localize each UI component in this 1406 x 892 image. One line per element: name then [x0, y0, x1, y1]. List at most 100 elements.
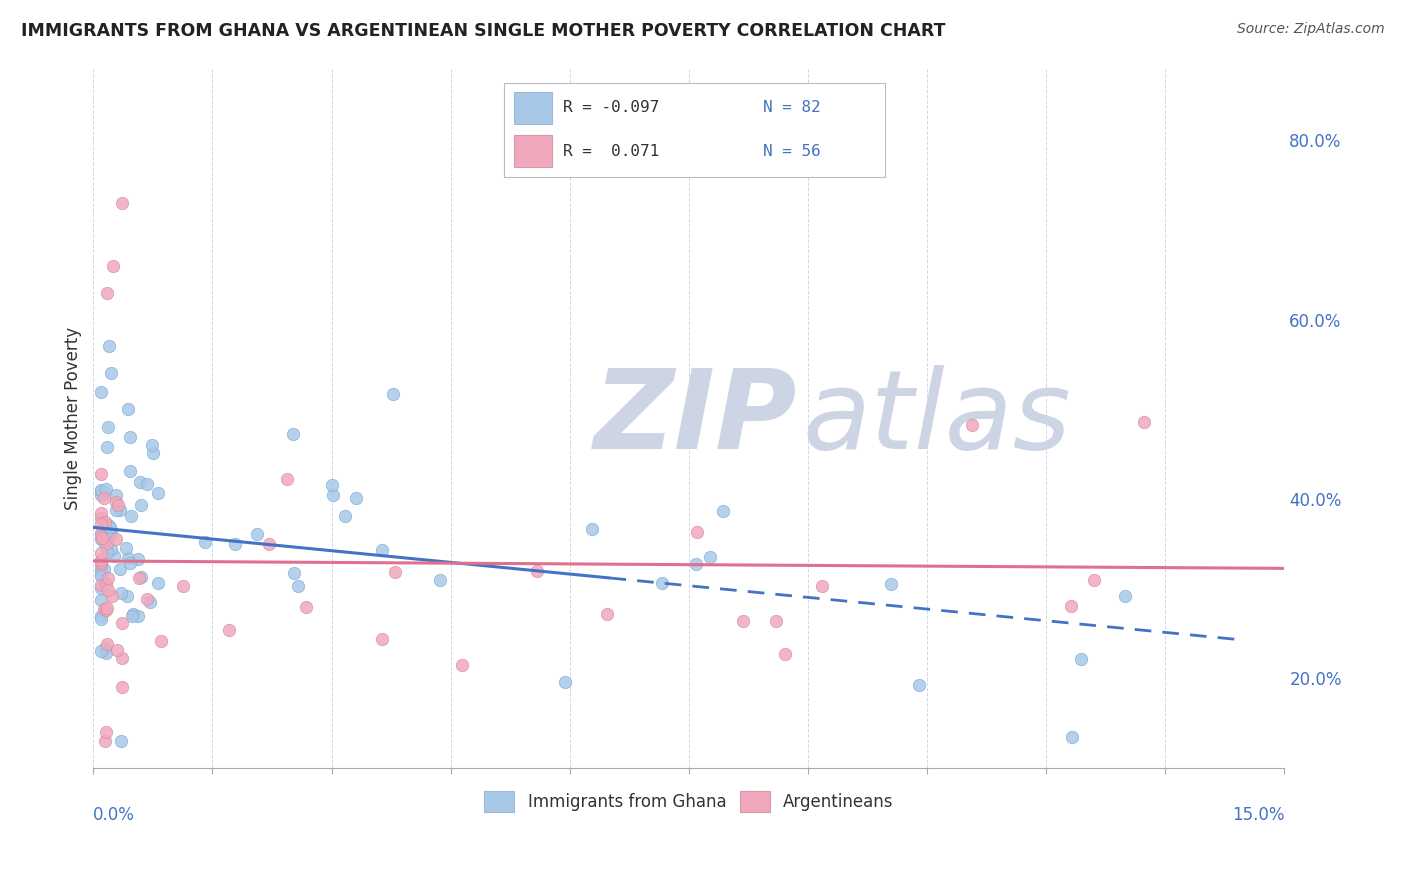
Point — [287, 579, 309, 593]
Point — [224, 537, 246, 551]
Point — [111, 615, 134, 630]
Point — [90, 555, 112, 569]
Point — [90, 593, 112, 607]
Point — [1070, 651, 1092, 665]
Point — [1132, 415, 1154, 429]
Text: 15.0%: 15.0% — [1232, 806, 1285, 824]
Point — [257, 536, 280, 550]
Point — [880, 577, 903, 591]
Point — [322, 488, 344, 502]
Point — [129, 498, 152, 512]
Point — [90, 566, 112, 581]
Point — [94, 641, 117, 656]
Point — [150, 634, 173, 648]
Point — [451, 658, 474, 673]
Point — [810, 579, 832, 593]
Point — [141, 438, 163, 452]
Y-axis label: Single Mother Poverty: Single Mother Poverty — [65, 326, 82, 509]
Point — [90, 546, 112, 560]
Point — [699, 550, 721, 565]
Point — [554, 675, 576, 690]
Point — [384, 565, 406, 579]
Point — [90, 578, 112, 592]
Point — [96, 724, 118, 739]
Point — [90, 528, 112, 542]
Point — [120, 509, 142, 524]
Point — [117, 550, 139, 565]
Point — [108, 503, 131, 517]
Point — [94, 538, 117, 552]
Point — [581, 522, 603, 536]
Point — [93, 562, 115, 576]
Point — [98, 520, 121, 534]
Point — [115, 589, 138, 603]
Point — [97, 582, 120, 597]
Point — [194, 535, 217, 549]
Point — [276, 472, 298, 486]
Point — [90, 488, 112, 502]
Point — [136, 476, 159, 491]
Point — [131, 570, 153, 584]
Point — [90, 581, 112, 595]
Point — [96, 646, 118, 660]
Point — [136, 591, 159, 606]
Point — [105, 503, 128, 517]
Point — [90, 384, 112, 399]
Point — [775, 648, 797, 662]
Point — [96, 601, 118, 615]
Point — [90, 483, 112, 498]
Point — [110, 586, 132, 600]
Point — [96, 536, 118, 550]
Point — [97, 571, 120, 585]
Point — [283, 566, 305, 580]
Point — [526, 564, 548, 578]
Point — [90, 526, 112, 541]
Point — [100, 541, 122, 556]
Point — [98, 528, 121, 542]
Point — [142, 446, 165, 460]
Point — [118, 430, 141, 444]
Point — [104, 488, 127, 502]
Point — [90, 608, 112, 623]
Point — [381, 387, 404, 401]
Point — [283, 427, 305, 442]
Point — [94, 577, 117, 591]
Point — [90, 511, 112, 525]
Point — [148, 486, 170, 500]
Point — [97, 518, 120, 533]
Point — [1060, 731, 1083, 745]
Point — [218, 623, 240, 637]
Text: ZIP: ZIP — [593, 365, 797, 472]
Point — [93, 601, 115, 615]
Point — [104, 532, 127, 546]
Point — [121, 609, 143, 624]
Point — [94, 734, 117, 748]
Point — [118, 556, 141, 570]
Text: 0.0%: 0.0% — [93, 806, 135, 824]
Point — [246, 527, 269, 541]
Point — [90, 557, 112, 571]
Point — [91, 532, 114, 546]
Point — [101, 259, 124, 273]
Point — [96, 636, 118, 650]
Point — [651, 575, 673, 590]
Point — [960, 418, 983, 433]
Point — [172, 579, 194, 593]
Point — [93, 491, 115, 506]
Point — [90, 467, 112, 482]
Point — [111, 651, 134, 665]
Text: Source: ZipAtlas.com: Source: ZipAtlas.com — [1237, 22, 1385, 37]
Point — [96, 285, 118, 300]
Point — [333, 508, 356, 523]
Point — [146, 576, 169, 591]
Point — [94, 485, 117, 500]
Legend: Immigrants from Ghana, Argentineans: Immigrants from Ghana, Argentineans — [484, 791, 893, 812]
Point — [96, 482, 118, 496]
Point — [1114, 589, 1136, 603]
Point — [685, 524, 707, 539]
Point — [711, 504, 734, 518]
Point — [104, 495, 127, 509]
Point — [90, 517, 112, 532]
Point — [596, 607, 619, 621]
Point — [90, 612, 112, 626]
